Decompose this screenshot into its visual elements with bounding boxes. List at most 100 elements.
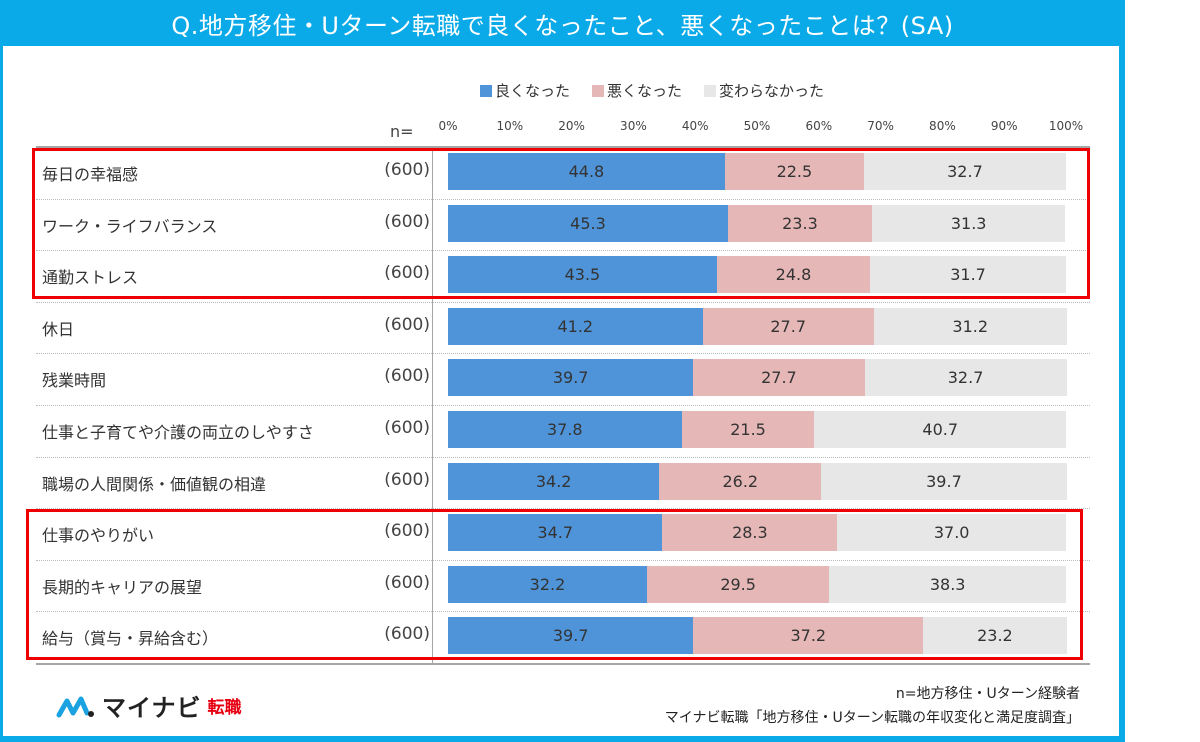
row-separator [36,405,1090,406]
data-label: 32.2 [529,574,566,594]
category-label: 仕事のやりがい [42,526,155,546]
category-label: 仕事と子育てや介護の両立のしやすさ [42,423,314,442]
data-label: 23.2 [977,626,1013,646]
category-label: 通勤ストレス [42,268,139,288]
bar-segment-same: 37.0 [837,514,1066,552]
x-tick-label: 90% [990,119,1018,133]
data-label: 29.5 [720,574,756,594]
bar-segment-same: 31.2 [873,307,1067,345]
category-label: 職場の人間関係・価値観の相違 [42,474,267,494]
sample-size-label: (600) [384,160,430,180]
mynavi-mark-icon [56,696,94,717]
data-label: 43.5 [564,265,601,285]
x-tick-label: 70% [867,119,894,133]
bar-segment-good: 39.7 [448,359,694,397]
data-label: 45.3 [570,213,606,233]
legend-item-good: 良くなった [480,80,570,101]
data-label: 34.2 [535,471,572,491]
data-label: 39.7 [552,368,589,388]
sample-size-label: (600) [384,418,430,438]
data-label: 23.3 [782,213,818,233]
bar-segment-same: 32.7 [863,153,1066,190]
bar-segment-bad: 29.5 [646,565,830,603]
x-tick-label: 10% [496,119,524,133]
axis-bottom-line [36,663,1090,665]
bar-segment-same: 39.7 [821,462,1067,500]
data-label: 27.7 [770,316,806,336]
logo-sub-text: 転職 [207,698,242,718]
legend-label: 変わらなかった [719,82,825,100]
data-label: 37.0 [933,523,970,543]
x-tick-label: 60% [805,119,833,133]
mynavi-logo: マイナビ 転職 [56,688,242,723]
sample-size-label: (600) [384,572,430,593]
bar-segment-good: 44.8 [448,153,725,190]
data-label: 27.7 [761,368,797,388]
bar-segment-bad: 27.7 [702,307,874,345]
bar-segment-same: 31.3 [871,204,1066,242]
x-tick-label: 80% [929,119,956,133]
axis-top-line [36,146,1090,148]
bar-segment-good: 34.2 [448,462,660,500]
x-tick-label: 100% [1048,119,1084,133]
bar-segment-same: 38.3 [829,565,1066,603]
data-label: 31.3 [950,213,987,233]
x-tick-label: 40% [681,119,709,133]
bar-segment-bad: 28.3 [662,514,838,552]
legend-swatch-same [704,84,717,97]
logo-main-text: マイナビ [102,694,202,722]
row-separator [36,250,1090,252]
legend-swatch-good [480,84,492,97]
category-label: 長期的キャリアの展望 [42,577,203,597]
category-label: 残業時間 [42,371,107,391]
sample-size-label: (600) [384,469,430,490]
bar-segment-same: 31.7 [870,256,1066,294]
bar-segment-good: 37.8 [448,411,682,448]
data-label: 26.2 [722,471,759,491]
legend-item-bad: 悪くなった [592,80,682,101]
bar-segment-good: 45.3 [448,204,728,242]
bar-segment-good: 32.2 [448,565,647,603]
n-header: n= [390,122,414,141]
legend-item-same: 変わらなかった [704,80,824,101]
x-tick-label: 50% [743,119,771,133]
data-label: 44.8 [568,162,605,181]
data-label: 32.7 [947,162,983,181]
footnote-sample: n=地方移住・Uターン経験者 [895,686,1080,702]
category-label: ワーク・ライフバランス [42,216,218,236]
sample-size-label: (600) [384,314,430,335]
chart-title: Q.地方移住・Uターン転職で良くなったこと、悪くなったことは？(SA) [171,11,954,40]
row-separator [36,611,1090,613]
sample-size-label: (600) [384,624,430,645]
data-label: 34.7 [537,523,574,543]
bar-segment-same: 32.7 [864,359,1067,397]
bar-segment-bad: 24.8 [716,256,871,294]
data-label: 40.7 [922,420,959,439]
bar-segment-bad: 22.5 [724,153,864,190]
row-separator [36,559,1090,561]
x-tick-label: 30% [620,119,647,133]
data-label: 21.5 [730,420,766,439]
data-label: 37.2 [790,626,827,646]
legend-label: 悪くなった [607,82,683,100]
sample-size-label: (600) [384,366,430,387]
data-label: 28.3 [732,523,768,543]
legend-label: 良くなった [495,82,571,100]
sample-size-label: (600) [384,211,430,232]
bar-segment-bad: 21.5 [681,411,815,448]
data-label: 39.7 [926,471,962,491]
row-separator [36,301,1090,303]
category-label: 毎日の幸福感 [42,165,139,184]
bar-segment-same: 23.2 [923,617,1067,655]
bar-segment-bad: 27.7 [693,359,865,397]
sample-size-label: (600) [384,521,430,542]
bar-segment-good: 41.2 [448,307,703,345]
highlight-box [32,148,1090,299]
data-label: 31.7 [950,265,986,285]
bar-segment-good: 39.7 [448,617,694,655]
data-label: 41.2 [557,316,594,336]
data-label: 39.7 [552,626,589,646]
bar-segment-bad: 37.2 [693,617,924,655]
row-separator [36,353,1090,355]
category-label: 休日 [42,319,75,339]
